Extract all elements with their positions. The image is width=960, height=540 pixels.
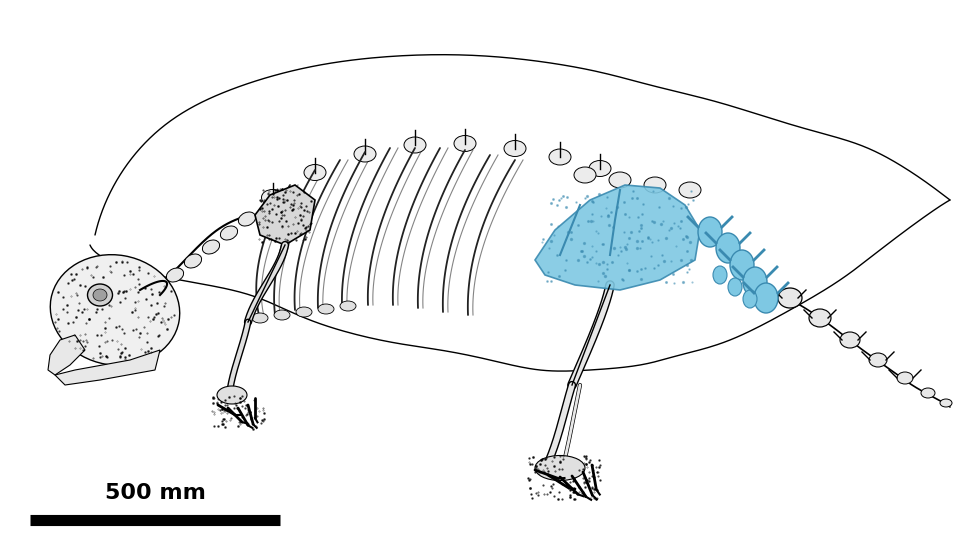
Ellipse shape <box>869 353 887 367</box>
Ellipse shape <box>166 268 183 282</box>
Ellipse shape <box>261 190 283 206</box>
Ellipse shape <box>304 165 326 180</box>
Ellipse shape <box>87 284 112 306</box>
Ellipse shape <box>809 309 831 327</box>
Ellipse shape <box>318 304 334 314</box>
Ellipse shape <box>609 172 631 188</box>
Ellipse shape <box>93 289 107 301</box>
Ellipse shape <box>50 255 180 366</box>
Ellipse shape <box>217 386 247 404</box>
Ellipse shape <box>404 137 426 153</box>
Ellipse shape <box>713 266 727 284</box>
Ellipse shape <box>940 399 952 407</box>
Ellipse shape <box>698 217 722 247</box>
Ellipse shape <box>454 136 476 152</box>
Ellipse shape <box>252 313 268 323</box>
Ellipse shape <box>274 310 290 320</box>
Ellipse shape <box>730 250 754 280</box>
Text: 500 mm: 500 mm <box>105 483 205 503</box>
Ellipse shape <box>728 278 742 296</box>
Polygon shape <box>535 185 700 290</box>
Ellipse shape <box>754 283 778 313</box>
Polygon shape <box>55 350 160 385</box>
Ellipse shape <box>743 267 767 297</box>
Ellipse shape <box>340 301 356 311</box>
Ellipse shape <box>897 372 913 384</box>
Ellipse shape <box>238 212 255 226</box>
Ellipse shape <box>203 240 220 254</box>
Polygon shape <box>48 335 85 375</box>
Ellipse shape <box>574 167 596 183</box>
Ellipse shape <box>221 226 238 240</box>
Ellipse shape <box>535 456 585 481</box>
Ellipse shape <box>778 288 802 308</box>
Ellipse shape <box>840 332 860 348</box>
Ellipse shape <box>921 388 935 398</box>
Ellipse shape <box>716 233 740 263</box>
Ellipse shape <box>679 182 701 198</box>
Ellipse shape <box>549 149 571 165</box>
Ellipse shape <box>184 254 202 268</box>
Ellipse shape <box>743 290 757 308</box>
Ellipse shape <box>644 177 666 193</box>
Ellipse shape <box>296 307 312 317</box>
Ellipse shape <box>504 140 526 157</box>
Ellipse shape <box>354 146 376 162</box>
Ellipse shape <box>589 160 611 177</box>
Polygon shape <box>255 185 315 245</box>
